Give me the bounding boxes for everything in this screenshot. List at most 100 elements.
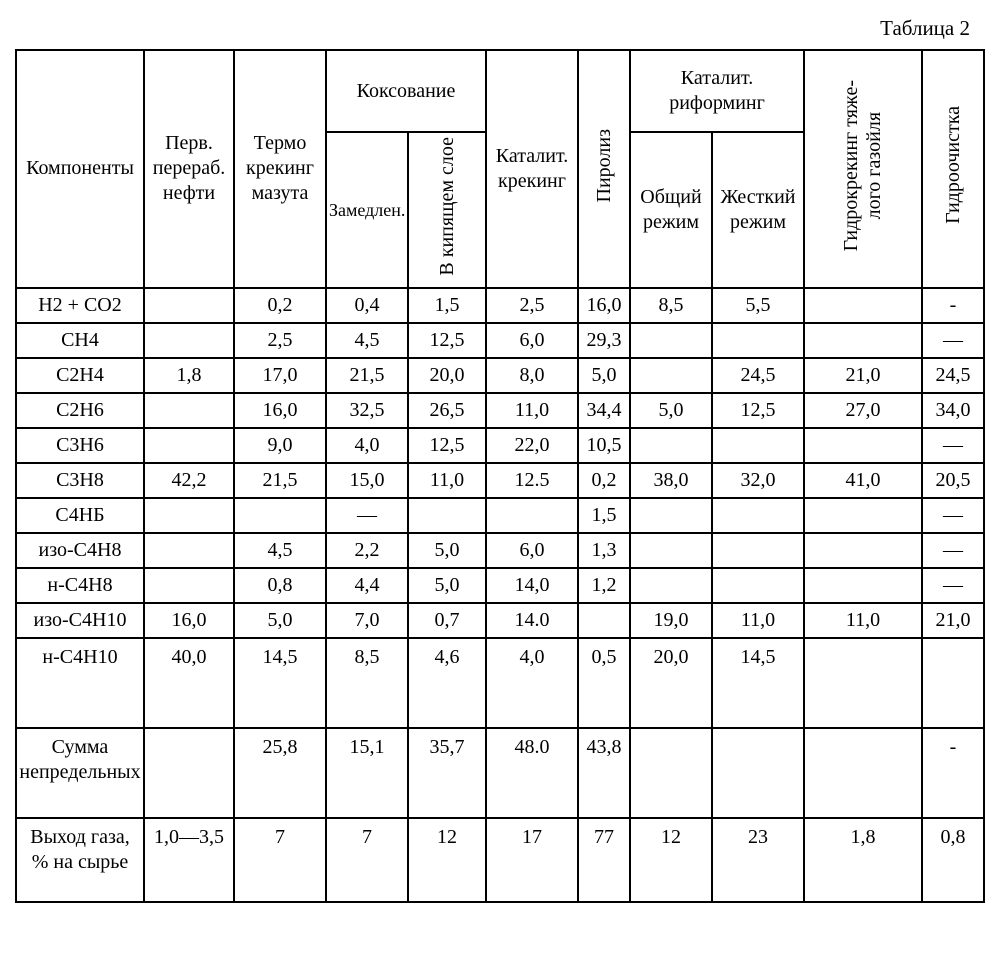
cell: 16,0 <box>234 393 326 428</box>
cell: 42,2 <box>144 463 234 498</box>
yield-row: Выход газа, % на сырье 1,0—3,57712177712… <box>16 818 984 902</box>
cell: 1,3 <box>578 533 630 568</box>
table-row: изо-C4H8 4,52,25,06,01,3— <box>16 533 984 568</box>
cell: 4,5 <box>326 323 408 358</box>
cell: 26,5 <box>408 393 486 428</box>
cell: 77 <box>578 818 630 902</box>
cell: 27,0 <box>804 393 922 428</box>
cell <box>804 533 922 568</box>
sum-row: Сумма непредельных 25,815,135,748.043,8- <box>16 728 984 818</box>
cell: 24,5 <box>712 358 804 393</box>
cell: 7,0 <box>326 603 408 638</box>
hdr-reform-hard: Жесткий режим <box>712 132 804 288</box>
hdr-hydrotreat: Гидроочистка <box>922 50 984 288</box>
hdr-reform-common: Общий режим <box>630 132 712 288</box>
cell: 21,0 <box>922 603 984 638</box>
cell: 12.5 <box>486 463 578 498</box>
hdr-pyrolysis-txt: Пиролиз <box>593 129 616 202</box>
cell <box>144 393 234 428</box>
hdr-coking-slow: Замедлен. <box>326 132 408 288</box>
cell: 32,0 <box>712 463 804 498</box>
table-caption: Таблица 2 <box>12 16 970 41</box>
cell-label: H2 + CO2 <box>16 288 144 323</box>
cell: — <box>922 323 984 358</box>
hdr-catcrack: Каталит. крекинг <box>486 50 578 288</box>
hdr-primary-l3: нефти <box>163 182 215 204</box>
hdr-catreform-l1: Каталит. <box>681 67 753 89</box>
cell-label: C4HБ <box>16 498 144 533</box>
cell-label: н-C4H10 <box>16 638 144 728</box>
cell: 2,5 <box>486 288 578 323</box>
cell: 11,0 <box>712 603 804 638</box>
cell: 6,0 <box>486 533 578 568</box>
hdr-pyrolysis: Пиролиз <box>578 50 630 288</box>
cell: - <box>922 728 984 818</box>
cell-label: C3H6 <box>16 428 144 463</box>
cell: 34,0 <box>922 393 984 428</box>
cell <box>144 428 234 463</box>
cell <box>712 428 804 463</box>
cell: 35,7 <box>408 728 486 818</box>
cell: 7 <box>234 818 326 902</box>
cell: 21,5 <box>326 358 408 393</box>
cell: 0,2 <box>578 463 630 498</box>
data-table: Компоненты Перв. перераб. нефти Термо кр… <box>15 49 985 903</box>
cell: 15,0 <box>326 463 408 498</box>
cell: 14,5 <box>234 638 326 728</box>
cell <box>804 498 922 533</box>
cell: 0,2 <box>234 288 326 323</box>
cell-label: н-C4H8 <box>16 568 144 603</box>
cell <box>804 568 922 603</box>
cell-label: Выход газа, % на сырье <box>16 818 144 902</box>
sum-l1: Сумма <box>52 736 109 758</box>
hdr-catreform-l2: риформинг <box>669 92 765 114</box>
hdr-reform-hard-l2: режим <box>730 211 786 233</box>
cell-label: C3H8 <box>16 463 144 498</box>
sum-l2: непредельных <box>19 761 140 783</box>
cell <box>486 498 578 533</box>
cell-label: изо-C4H10 <box>16 603 144 638</box>
table-row: C3H8 42,221,515,011,012.50,238,032,041,0… <box>16 463 984 498</box>
cell: 5,0 <box>578 358 630 393</box>
cell: — <box>922 568 984 603</box>
cell: 41,0 <box>804 463 922 498</box>
table-row: C4HБ —1,5— <box>16 498 984 533</box>
cell: 12,5 <box>408 428 486 463</box>
cell: 12,5 <box>408 323 486 358</box>
cell: — <box>922 498 984 533</box>
hdr-coking-fluid-txt: В кипящем слое <box>436 137 459 276</box>
yield-l2: % на сырье <box>32 851 129 873</box>
cell: 1,5 <box>408 288 486 323</box>
cell <box>144 323 234 358</box>
cell: 4,5 <box>234 533 326 568</box>
cell: 12 <box>630 818 712 902</box>
hdr-thermocrack-l3: мазута <box>252 182 309 204</box>
cell: 20,5 <box>922 463 984 498</box>
cell: — <box>326 498 408 533</box>
cell: 1,0—3,5 <box>144 818 234 902</box>
cell <box>712 323 804 358</box>
cell: 4,0 <box>486 638 578 728</box>
cell <box>408 498 486 533</box>
cell: — <box>922 428 984 463</box>
cell: 5,5 <box>712 288 804 323</box>
cell <box>144 288 234 323</box>
cell: 2,2 <box>326 533 408 568</box>
cell <box>144 728 234 818</box>
cell: 40,0 <box>144 638 234 728</box>
cell: 17 <box>486 818 578 902</box>
cell: 19,0 <box>630 603 712 638</box>
cell <box>804 728 922 818</box>
cell <box>630 568 712 603</box>
cell: 0,4 <box>326 288 408 323</box>
cell: 25,8 <box>234 728 326 818</box>
cell-label: C2H4 <box>16 358 144 393</box>
cell: 5,0 <box>408 533 486 568</box>
cell: 0,8 <box>234 568 326 603</box>
table-row: CH4 2,54,512,56,029,3— <box>16 323 984 358</box>
cell: 34,4 <box>578 393 630 428</box>
hdr-hydrocrack: Гидрокрекинг тяже- лого газойля <box>804 50 922 288</box>
cell: 16,0 <box>578 288 630 323</box>
cell: 4,4 <box>326 568 408 603</box>
cell: 29,3 <box>578 323 630 358</box>
